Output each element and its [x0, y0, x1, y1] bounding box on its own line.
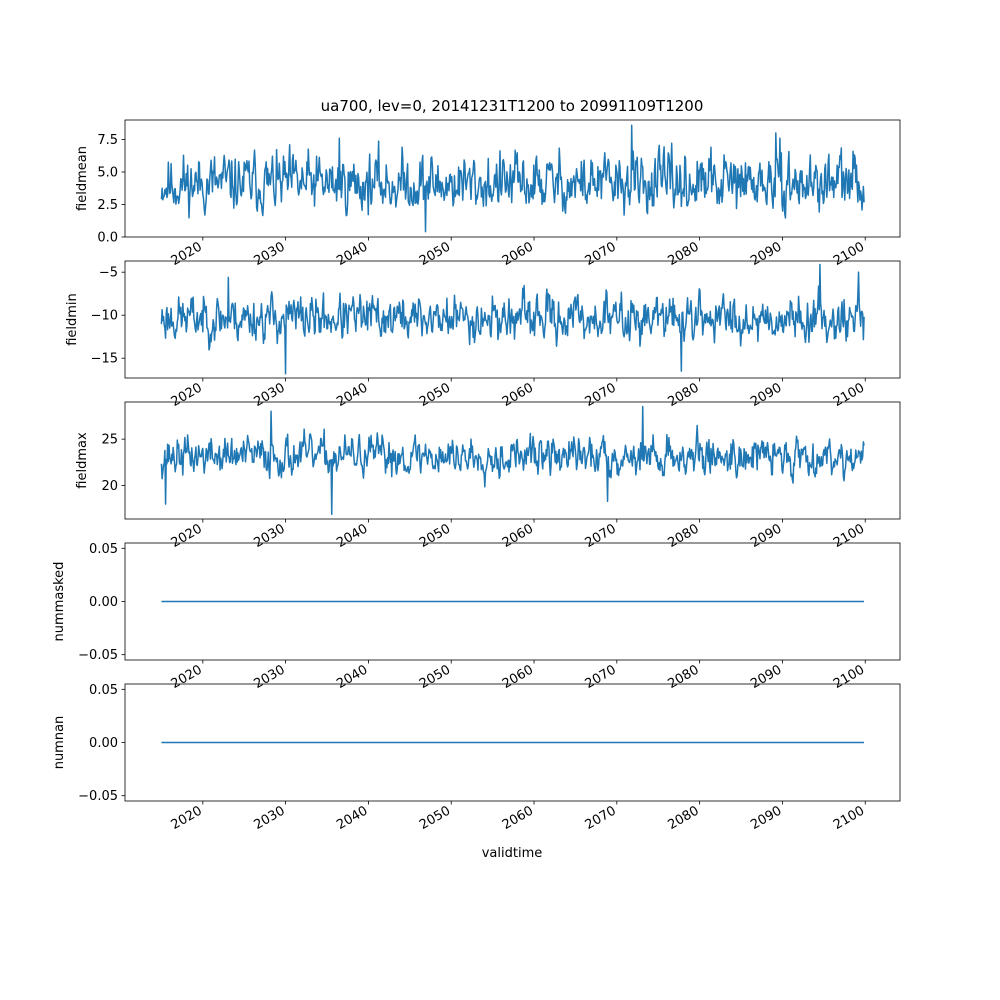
series-line-fieldmean	[160, 124, 865, 233]
y-axis-label: fieldmean	[75, 146, 90, 211]
x-tick-label: 2050	[417, 239, 453, 269]
x-tick-label: 2020	[169, 239, 205, 269]
x-tick-label: 2040	[334, 662, 370, 692]
x-tick-label: 2090	[748, 803, 784, 833]
x-tick-label: 2090	[748, 239, 784, 269]
x-tick-label: 2030	[251, 380, 287, 410]
y-axis-label: numnan	[52, 716, 67, 770]
x-tick-label: 2030	[251, 803, 287, 833]
x-tick-label: 2080	[665, 662, 701, 692]
x-tick-label: 2070	[583, 662, 619, 692]
y-tick-label: −15	[91, 352, 118, 367]
x-tick-label: 2030	[251, 521, 287, 551]
subplot-nummasked: −0.05 0.00 0.05 nummasked 2020 2030 2040 2050 20…	[52, 542, 901, 692]
x-tick-label: 2060	[500, 380, 536, 410]
y-tick-label: −0.05	[78, 789, 118, 804]
x-tick-label: 2020	[169, 662, 205, 692]
subplot-fieldmin: −15 −10 −5 fieldmin 2020 2030 2040 2050 2060 2070…	[65, 260, 901, 410]
x-tick-label: 2070	[583, 521, 619, 551]
subplot-fieldmax: 20 25 fieldmax 2020 2030 2040 2050 2060 2070 2080…	[75, 401, 901, 551]
y-tick-label: 0.00	[89, 595, 118, 610]
x-tick-label: 2040	[334, 803, 370, 833]
x-tick-label: 2070	[583, 380, 619, 410]
x-tick-label: 2100	[831, 803, 867, 833]
series-line-fieldmax	[160, 405, 865, 516]
y-tick-label: 2.5	[97, 198, 118, 213]
x-tick-label: 2040	[334, 380, 370, 410]
chart-title: ua700, lev=0, 20141231T1200 to 20991109T…	[321, 97, 704, 115]
x-tick-label: 2080	[665, 239, 701, 269]
x-tick-label: 2060	[500, 662, 536, 692]
x-tick-label: 2100	[831, 380, 867, 410]
axes-frame	[124, 401, 901, 520]
y-axis-label: fieldmax	[75, 432, 90, 489]
y-tick-label: 0.00	[89, 736, 118, 751]
y-axis-label: fieldmin	[65, 293, 80, 346]
x-tick-label: 2040	[334, 521, 370, 551]
y-tick-label: 7.5	[97, 133, 118, 148]
x-tick-label: 2100	[831, 521, 867, 551]
x-axis-label: validtime	[482, 846, 543, 861]
subplot-numnan: −0.05 0.00 0.05 numnan 2020 2030 2040 2050 2060 2…	[52, 683, 901, 833]
x-tick-label: 2050	[417, 521, 453, 551]
y-axis-label: nummasked	[52, 562, 67, 642]
x-tick-label: 2100	[831, 239, 867, 269]
x-tick-label: 2030	[251, 239, 287, 269]
subplot-panels: 0.0 2.5 5.0 7.5 fieldmean 2020 2030 2040 2050 206…	[52, 119, 901, 833]
y-tick-label: 0.05	[89, 683, 118, 698]
y-tick-label: 0.0	[97, 231, 118, 246]
x-tick-label: 2070	[583, 239, 619, 269]
x-tick-label: 2090	[748, 521, 784, 551]
y-tick-label: −10	[91, 309, 118, 324]
y-tick-label: 20	[101, 479, 118, 494]
x-tick-label: 2030	[251, 662, 287, 692]
y-tick-label: 0.05	[89, 542, 118, 557]
x-tick-label: 2070	[583, 803, 619, 833]
x-tick-label: 2090	[748, 380, 784, 410]
x-tick-label: 2080	[665, 380, 701, 410]
x-tick-label: 2100	[831, 662, 867, 692]
x-tick-label: 2060	[500, 239, 536, 269]
y-tick-label: −0.05	[78, 648, 118, 663]
axes-frame	[124, 119, 901, 238]
x-tick-label: 2050	[417, 803, 453, 833]
axes-frame	[124, 260, 901, 379]
x-tick-label: 2050	[417, 662, 453, 692]
x-tick-label: 2040	[334, 239, 370, 269]
y-tick-label: 5.0	[97, 166, 118, 181]
y-tick-label: −5	[99, 266, 118, 281]
x-tick-label: 2050	[417, 380, 453, 410]
x-tick-label: 2060	[500, 803, 536, 833]
subplot-fieldmean: 0.0 2.5 5.0 7.5 fieldmean 2020 2030 2040 2050 206…	[75, 119, 901, 269]
x-tick-label: 2060	[500, 521, 536, 551]
y-tick-label: 25	[101, 433, 118, 448]
x-tick-label: 2080	[665, 521, 701, 551]
x-tick-label: 2020	[169, 521, 205, 551]
x-tick-label: 2080	[665, 803, 701, 833]
x-tick-label: 2090	[748, 662, 784, 692]
x-tick-label: 2020	[169, 803, 205, 833]
series-line-fieldmin	[160, 263, 865, 375]
x-tick-label: 2020	[169, 380, 205, 410]
